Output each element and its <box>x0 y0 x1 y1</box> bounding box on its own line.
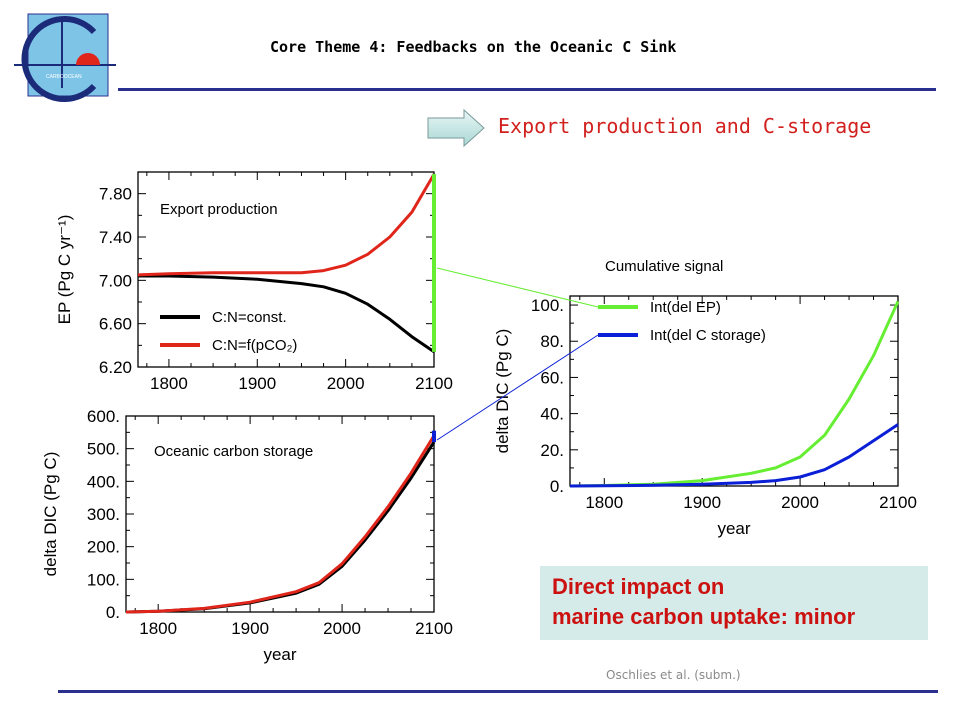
x-axis-label: year <box>263 645 296 664</box>
x-tick-label: 1900 <box>231 619 269 638</box>
legend-label: Int(del EP) <box>650 299 721 316</box>
x-tick-label: 1800 <box>150 374 188 393</box>
x-axis-label: year <box>717 519 750 538</box>
y-tick-label: 7.40 <box>99 228 132 247</box>
x-tick-label: 2100 <box>415 374 453 393</box>
chart-title: Cumulative signal <box>605 258 723 275</box>
series-line <box>125 441 436 614</box>
connector-blue <box>436 334 599 441</box>
x-tick-label: 2000 <box>781 493 819 512</box>
conclusion-box <box>540 566 928 640</box>
arrow-right-icon <box>427 108 485 148</box>
y-tick-label: 6.60 <box>99 315 132 334</box>
chart-oceanic-carbon-storage: 1800 1900 2000 2100 0. 100. 200. 300. 400. 500. 60… <box>41 407 453 664</box>
connector-lines <box>436 267 599 441</box>
x-tick-label: 1800 <box>139 619 177 638</box>
x-tick-label: 2100 <box>415 619 453 638</box>
legend-label: Int(del C storage) <box>650 327 766 344</box>
y-tick-label: 500. <box>87 440 120 459</box>
x-tick-label: 1900 <box>238 374 276 393</box>
y-tick-label: 6.20 <box>99 358 132 377</box>
logo-text: CARBOOCEAN <box>46 74 82 80</box>
y-tick-label: 100. <box>531 296 564 315</box>
x-tick-label: 2000 <box>327 374 365 393</box>
x-tick-label: 1900 <box>683 493 721 512</box>
y-tick-label: 300. <box>87 505 120 524</box>
y-tick-label: 20. <box>540 441 564 460</box>
y-axis-label: EP (Pg C yr⁻¹) <box>55 215 74 325</box>
conclusion-line-1: Direct impact on <box>552 574 725 599</box>
y-tick-label: 0. <box>106 603 120 622</box>
y-tick-label: 200. <box>87 538 120 557</box>
chart-cumulative-signal: 1800 1900 2000 2100 0. 20. 40. 60. 80. 100. delta … <box>493 258 917 538</box>
chart-title: Export production <box>160 201 278 218</box>
plot-frame <box>569 295 899 487</box>
y-tick-label: 7.80 <box>99 185 132 204</box>
header-rule <box>118 88 936 91</box>
header-title: Core Theme 4: Feedbacks on the Oceanic C… <box>270 38 677 56</box>
series-line <box>569 423 899 488</box>
footer-rule <box>58 690 938 693</box>
y-tick-label: 100. <box>87 570 120 589</box>
x-tick-label: 2100 <box>879 493 917 512</box>
y-tick-label: 0. <box>550 477 564 496</box>
y-tick-label: 40. <box>540 405 564 424</box>
legend-label: C:N=const. <box>212 309 287 326</box>
x-tick-label: 1800 <box>585 493 623 512</box>
legend-label: C:N=f(pCO₂) <box>212 337 297 354</box>
section-title: Export production and C-storage <box>498 114 872 138</box>
series-line <box>137 173 436 277</box>
y-tick-label: 60. <box>540 368 564 387</box>
y-tick-label: 600. <box>87 407 120 426</box>
conclusion-line-2: marine carbon uptake: minor <box>552 604 856 629</box>
series-line <box>138 274 435 354</box>
series-line <box>125 434 436 614</box>
y-axis-label: delta DIC (Pg C) <box>41 452 60 577</box>
y-tick-label: 7.00 <box>99 271 132 290</box>
y-axis-label: delta DIC (Pg C) <box>493 329 512 454</box>
carboocean-logo: CARBOOCEAN <box>14 13 116 102</box>
x-tick-label: 2000 <box>323 619 361 638</box>
citation: Oschlies et al. (subm.) <box>606 668 741 682</box>
chart-export-production: 1800 1900 2000 2100 6.20 6.60 7.00 7.40 7.80 EP (… <box>55 171 453 393</box>
connector-green <box>436 267 599 308</box>
chart-title: Oceanic carbon storage <box>154 443 313 460</box>
y-tick-label: 80. <box>540 332 564 351</box>
y-tick-label: 400. <box>87 472 120 491</box>
